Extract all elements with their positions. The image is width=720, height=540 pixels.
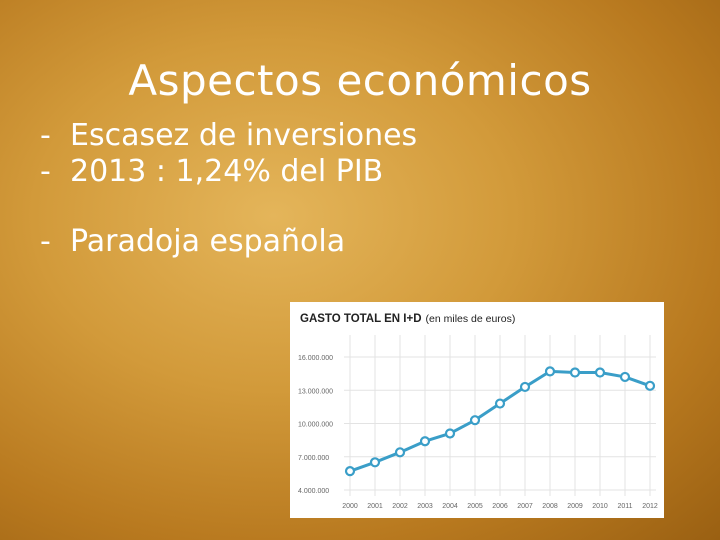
x-tick-label: 2005 [467, 503, 483, 510]
x-axis: 2000 2001 2002 2003 2004 2005 2006 2007 2008 2009… [342, 503, 658, 510]
data-point [644, 380, 656, 391]
chart-svg: GASTO TOTAL EN I+D (en miles de euros) 4.… [298, 313, 658, 510]
x-tick-label: 2000 [342, 503, 358, 510]
data-point [519, 381, 531, 393]
x-tick-label: 2010 [592, 503, 608, 510]
data-point [544, 366, 556, 377]
x-tick-label: 2008 [542, 503, 558, 510]
chart-title-unit: (en miles de euros) [426, 313, 516, 325]
y-tick-label: 13.000.000 [298, 388, 333, 395]
data-point [619, 371, 631, 383]
bullet-marker: - [40, 224, 51, 259]
x-tick-label: 2012 [642, 503, 658, 510]
data-point [569, 367, 581, 378]
y-axis: 4.000.000 7.000.000 10.000.000 13.000.000 16… [298, 355, 333, 495]
bullet-item: - Escasez de inversiones [40, 118, 417, 154]
bullet-text: Escasez de inversiones [70, 118, 418, 153]
x-tick-label: 2003 [417, 503, 433, 510]
bullet-text: Paradoja española [70, 224, 346, 259]
y-tick-label: 16.000.000 [298, 355, 333, 362]
rd-spending-chart: GASTO TOTAL EN I+D (en miles de euros) 4.… [290, 302, 664, 518]
series-points [344, 366, 656, 477]
x-tick-label: 2001 [367, 503, 383, 510]
bullet-item: - 2013 : 1,24% del PIB [40, 154, 417, 190]
y-tick-label: 10.000.000 [298, 422, 333, 429]
data-point [594, 367, 606, 378]
x-tick-label: 2004 [442, 503, 458, 510]
slide-title: Aspectos económicos [128, 56, 592, 105]
y-tick-label: 7.000.000 [298, 455, 329, 462]
data-point [419, 436, 431, 447]
data-point [444, 428, 456, 439]
chart-title-main: GASTO TOTAL EN I+D [300, 313, 422, 325]
bullet-list: - Escasez de inversiones - 2013 : 1,24% … [40, 118, 417, 260]
bullet-text: 2013 : 1,24% del PIB [70, 154, 384, 189]
chart-title: GASTO TOTAL EN I+D (en miles de euros) [300, 313, 515, 325]
grid-layer [344, 335, 656, 496]
data-point [394, 447, 406, 458]
data-point [469, 415, 481, 426]
bullet-item: - Paradoja española [40, 224, 417, 260]
data-point [369, 457, 381, 468]
x-tick-label: 2002 [392, 503, 408, 510]
y-tick-label: 4.000.000 [298, 488, 329, 495]
bullet-marker: - [40, 118, 51, 153]
x-tick-label: 2009 [567, 503, 583, 510]
bullet-marker: - [40, 154, 51, 189]
x-tick-label: 2007 [517, 503, 533, 510]
data-point [494, 398, 506, 409]
data-point [344, 466, 356, 477]
x-tick-label: 2006 [492, 503, 508, 510]
x-tick-label: 2011 [617, 503, 632, 510]
